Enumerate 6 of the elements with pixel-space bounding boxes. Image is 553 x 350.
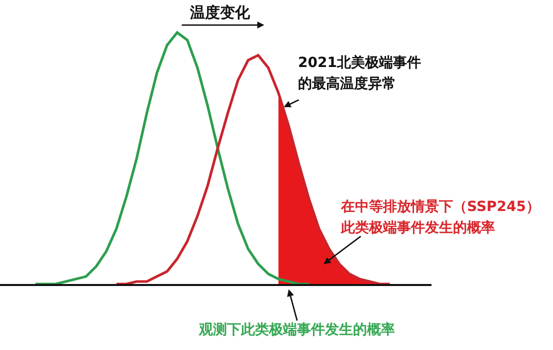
- annotation: 此类极端事件发生的概率: [340, 219, 495, 236]
- annotation: 在中等排放情景下（SSP245）: [340, 199, 540, 215]
- text: 观测下此类极端事件发生的概率: [198, 321, 395, 338]
- annotation: 2021北美极端事件: [298, 54, 421, 71]
- chart-title: 温度变化: [189, 4, 252, 22]
- annotation: 的最高温度异常: [298, 75, 396, 92]
